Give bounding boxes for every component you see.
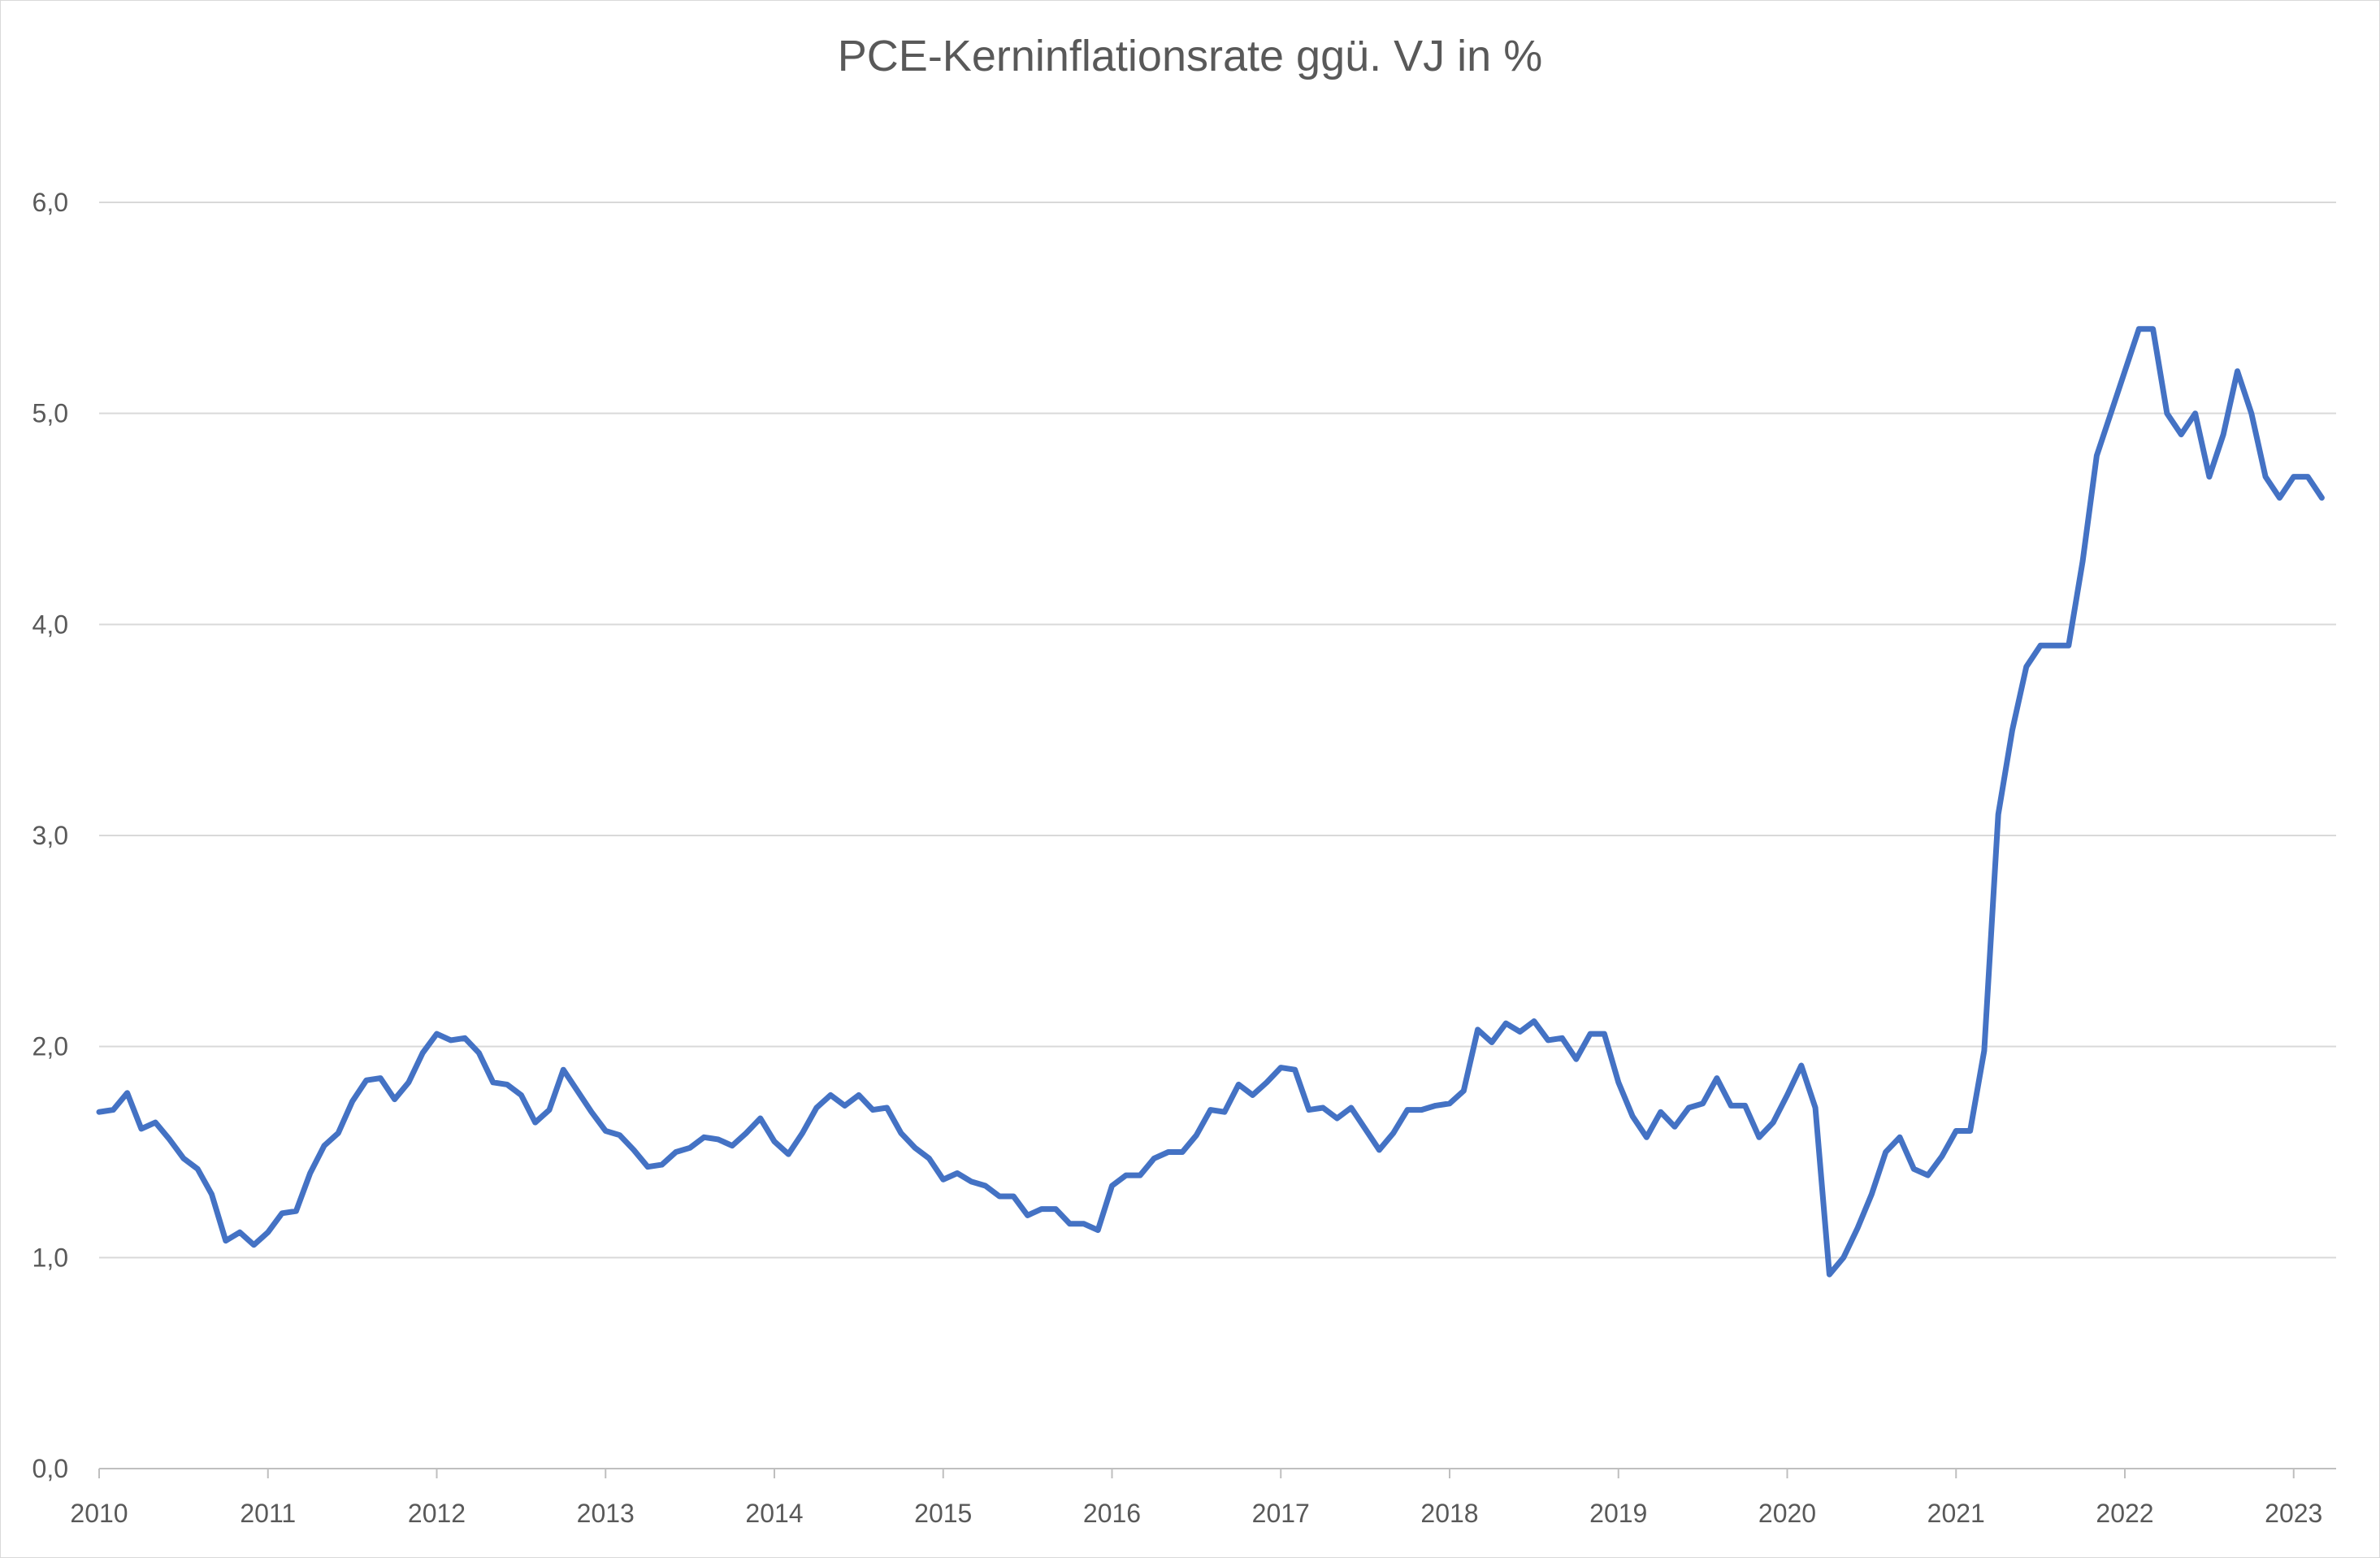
y-tick-label: 4,0 [33,610,68,639]
x-tick-label: 2012 [408,1499,466,1528]
x-tick-label: 2018 [1420,1499,1478,1528]
x-tick-label: 2019 [1589,1499,1647,1528]
x-tick-label: 2021 [1927,1499,1985,1528]
x-tick-label: 2013 [577,1499,635,1528]
chart-title: PCE-Kerninflationsrate ggü. VJ in % [837,32,1543,80]
x-tick-label: 2011 [240,1499,296,1528]
x-tick-label: 2015 [914,1499,972,1528]
x-tick-label: 2014 [745,1499,803,1528]
y-tick-label: 3,0 [33,821,68,850]
x-tick-label: 2010 [70,1499,128,1528]
x-tick-label: 2023 [2265,1499,2322,1528]
x-tick-label: 2022 [2096,1499,2153,1528]
x-tick-label: 2020 [1758,1499,1816,1528]
x-axis-tick-labels: 2010 2011 2012 2013 2014 2015 2016 2017 2018 2019… [70,1499,2322,1528]
y-tick-label: 0,0 [33,1454,68,1483]
x-axis [98,1468,2336,1478]
y-tick-label: 2,0 [33,1032,68,1061]
x-tick-label: 2017 [1252,1499,1310,1528]
y-axis-tick-labels: 0,0 1,0 2,0 3,0 4,0 5,0 6,0 [33,188,68,1483]
series-group [96,326,2325,1278]
y-tick-label: 5,0 [33,399,68,428]
gridlines [99,202,2336,1259]
y-tick-label: 1,0 [33,1243,68,1272]
series-line [96,326,2325,1278]
x-tick-label: 2016 [1083,1499,1141,1528]
y-tick-label: 6,0 [33,188,68,217]
